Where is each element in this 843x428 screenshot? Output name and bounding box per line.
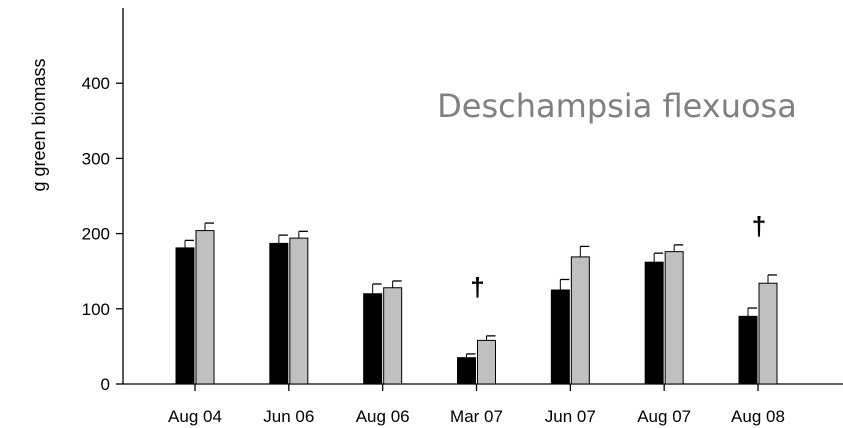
x-tick-label: Jun 06 (263, 407, 314, 426)
axes (116, 8, 843, 391)
bar-series-1-7 (738, 315, 758, 385)
bar-series-1-4 (457, 357, 476, 385)
error-bars (184, 222, 777, 358)
species-annotation: Deschampsia flexuosa (437, 87, 797, 125)
significance-marker: † (470, 272, 484, 302)
x-tick-label: Aug 04 (168, 407, 222, 426)
bar-series-1-1 (175, 247, 195, 385)
x-tick-label: Mar 07 (450, 407, 503, 426)
bar-series-2-1 (195, 230, 215, 385)
x-tick-label: Aug 06 (356, 407, 410, 426)
x-tick-label: Aug 07 (637, 407, 691, 426)
y-tick-label: 400 (82, 74, 110, 93)
x-tick-label: Aug 08 (731, 407, 785, 426)
bar-series-2-4 (477, 339, 496, 385)
y-tick-label: 0 (101, 375, 110, 394)
bar-series-1-2 (269, 242, 289, 385)
y-tick-label: 100 (82, 300, 110, 319)
y-tick-label: 300 (82, 149, 110, 168)
y-tick-label: 200 (82, 225, 110, 244)
bar-series-2-5 (570, 256, 590, 385)
x-tick-label: Jun 07 (545, 407, 596, 426)
significance-marker: † (752, 211, 766, 241)
bar-series-2-2 (289, 237, 309, 385)
bar-series-1-3 (363, 293, 383, 385)
bar-series-2-3 (383, 287, 403, 385)
bar-series-1-5 (550, 289, 570, 385)
bar-series-1-6 (644, 261, 664, 385)
labels: 0 100 200 300 400 Aug 04 Jun 06 Aug 06 Mar 07 Jun… (82, 74, 785, 426)
bars (175, 230, 778, 385)
bar-series-2-6 (664, 251, 684, 385)
y-axis-label: g green biomass (29, 58, 49, 191)
bar-series-2-7 (758, 282, 778, 385)
